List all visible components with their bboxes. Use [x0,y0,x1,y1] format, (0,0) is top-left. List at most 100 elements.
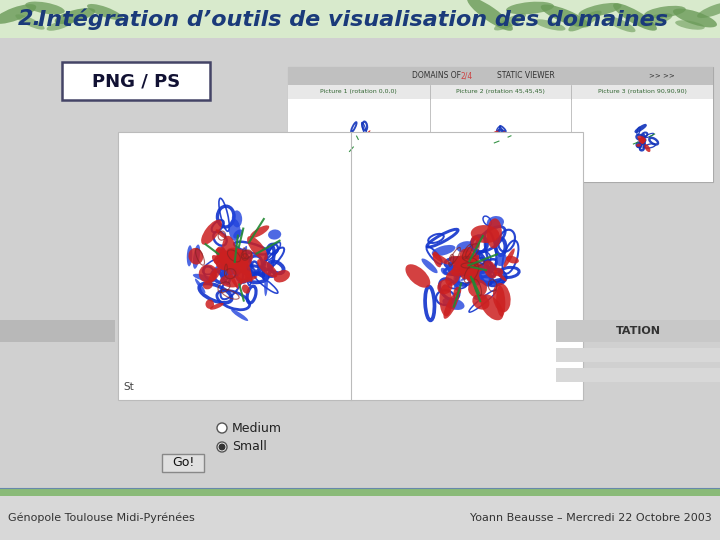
Text: TATION: TATION [616,326,660,336]
Ellipse shape [578,3,621,17]
Ellipse shape [220,275,243,287]
Ellipse shape [222,236,237,269]
Ellipse shape [222,261,238,289]
Ellipse shape [470,254,479,279]
Ellipse shape [541,4,589,28]
Ellipse shape [472,294,490,309]
Ellipse shape [467,0,513,31]
Ellipse shape [454,256,464,266]
Ellipse shape [492,139,497,144]
Ellipse shape [237,265,251,278]
Ellipse shape [467,273,480,283]
Ellipse shape [218,251,243,266]
Text: St: St [123,382,134,392]
Ellipse shape [462,261,472,269]
Ellipse shape [503,248,515,268]
Ellipse shape [193,274,216,282]
Ellipse shape [212,255,228,271]
Ellipse shape [639,138,645,144]
Text: STATIC VIEWER: STATIC VIEWER [497,71,555,80]
Ellipse shape [492,283,510,312]
Ellipse shape [264,271,268,296]
Ellipse shape [480,294,503,320]
Ellipse shape [613,3,657,31]
Ellipse shape [230,249,248,269]
Ellipse shape [469,266,476,273]
Ellipse shape [232,211,242,227]
Text: DOMAINS OF: DOMAINS OF [413,71,462,80]
Ellipse shape [228,250,253,275]
Ellipse shape [193,245,200,269]
Ellipse shape [257,259,277,278]
Ellipse shape [214,254,222,264]
Bar [0,496,720,540]
Ellipse shape [487,216,504,229]
Ellipse shape [637,136,646,142]
Ellipse shape [87,4,123,20]
Ellipse shape [216,247,229,264]
Ellipse shape [208,268,220,282]
Ellipse shape [638,14,672,26]
Ellipse shape [673,9,717,28]
Ellipse shape [362,146,371,152]
Ellipse shape [636,144,641,147]
Ellipse shape [460,262,484,273]
Text: Génopole Toulouse Midi-Pyrénées: Génopole Toulouse Midi-Pyrénées [8,513,194,523]
Ellipse shape [432,245,455,256]
Ellipse shape [487,218,502,248]
Bar [0,488,720,496]
Ellipse shape [229,219,240,241]
Text: 2.: 2. [18,9,42,29]
Ellipse shape [0,4,36,24]
Ellipse shape [494,14,526,30]
Ellipse shape [459,249,480,280]
Text: PNG / PS: PNG / PS [92,72,180,90]
Ellipse shape [433,252,441,267]
Ellipse shape [47,19,73,31]
Text: Go!: Go! [172,456,194,469]
Ellipse shape [15,15,45,30]
Ellipse shape [445,269,459,286]
Ellipse shape [500,143,505,148]
Ellipse shape [220,260,238,276]
Ellipse shape [483,260,498,279]
Ellipse shape [216,229,227,239]
Ellipse shape [451,259,476,276]
Ellipse shape [454,271,460,291]
Ellipse shape [268,230,282,240]
Ellipse shape [230,261,238,268]
Ellipse shape [219,246,228,272]
Ellipse shape [228,254,238,260]
Ellipse shape [462,247,479,281]
Ellipse shape [437,279,452,294]
Ellipse shape [210,261,225,275]
Ellipse shape [501,143,506,148]
Ellipse shape [568,11,602,31]
Ellipse shape [421,259,438,273]
Ellipse shape [461,268,482,281]
Ellipse shape [441,268,448,275]
Ellipse shape [644,144,650,152]
Text: Medium: Medium [232,422,282,435]
Ellipse shape [644,6,686,18]
Ellipse shape [496,286,505,316]
Circle shape [219,444,225,450]
Ellipse shape [233,230,243,239]
Ellipse shape [446,263,456,275]
Ellipse shape [226,247,245,260]
Ellipse shape [498,133,503,138]
Ellipse shape [474,264,490,285]
Ellipse shape [473,264,481,286]
Bar [288,67,713,182]
Ellipse shape [494,268,503,276]
Ellipse shape [203,281,213,289]
Ellipse shape [237,246,247,269]
Ellipse shape [25,2,65,15]
Ellipse shape [474,294,487,300]
Bar [288,99,713,182]
Ellipse shape [501,138,506,144]
Ellipse shape [460,254,477,279]
Ellipse shape [199,265,217,283]
Ellipse shape [442,298,464,310]
Ellipse shape [471,235,480,249]
